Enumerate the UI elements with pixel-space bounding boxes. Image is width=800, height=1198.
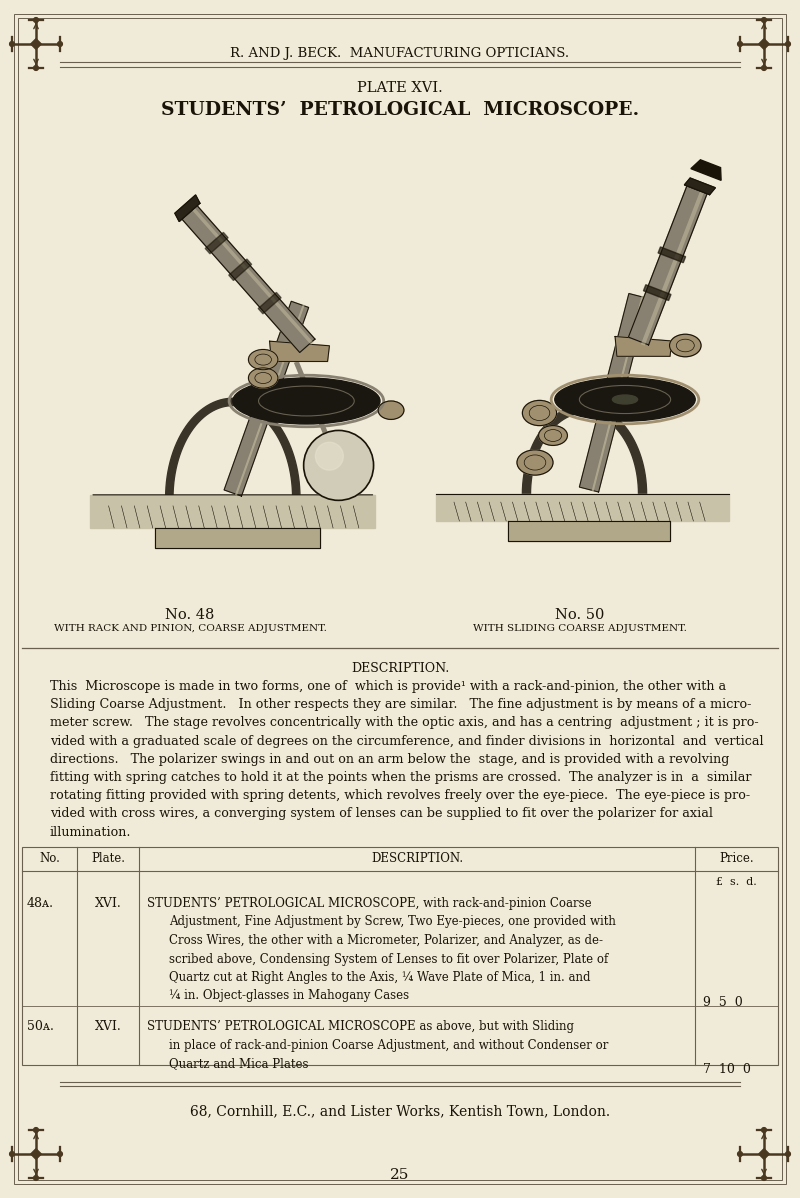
Circle shape — [34, 1127, 38, 1132]
Text: DESCRIPTION.: DESCRIPTION. — [371, 853, 463, 865]
Polygon shape — [30, 1149, 42, 1160]
Text: scribed above, Condensing System of Lenses to fit over Polarizer, Plate of: scribed above, Condensing System of Lens… — [169, 952, 609, 966]
Circle shape — [58, 42, 62, 47]
Polygon shape — [522, 405, 646, 494]
Text: No. 48: No. 48 — [166, 609, 214, 622]
Text: STUDENTS’ PETROLOGICAL MICROSCOPE, with rack-and-pinion Coarse: STUDENTS’ PETROLOGICAL MICROSCOPE, with … — [147, 897, 592, 910]
Circle shape — [34, 66, 38, 71]
Text: PLATE XVI.: PLATE XVI. — [357, 81, 443, 95]
Ellipse shape — [233, 379, 380, 424]
Circle shape — [762, 1175, 766, 1180]
Ellipse shape — [517, 450, 553, 476]
Polygon shape — [579, 294, 648, 492]
Polygon shape — [258, 292, 281, 314]
Ellipse shape — [249, 350, 278, 370]
Text: fitting with spring catches to hold it at the points when the prisms are crossed: fitting with spring catches to hold it a… — [50, 772, 751, 783]
Polygon shape — [175, 195, 200, 222]
Text: £  s.  d.: £ s. d. — [716, 877, 757, 887]
Polygon shape — [270, 341, 330, 362]
Circle shape — [762, 1127, 766, 1132]
Circle shape — [738, 1151, 742, 1156]
Text: Plate.: Plate. — [91, 853, 125, 865]
Text: ¼ in. Object-glasses in Mahogany Cases: ¼ in. Object-glasses in Mahogany Cases — [169, 990, 410, 1003]
Polygon shape — [154, 528, 320, 549]
Circle shape — [786, 1151, 790, 1156]
Circle shape — [762, 66, 766, 71]
Text: vided with a graduated scale of degrees on the circumference, and finder divisio: vided with a graduated scale of degrees … — [50, 734, 764, 748]
Text: Quartz and Mica Plates: Quartz and Mica Plates — [169, 1057, 309, 1070]
Text: illumination.: illumination. — [50, 825, 131, 839]
Text: meter screw.   The stage revolves concentrically with the optic axis, and has a : meter screw. The stage revolves concentr… — [50, 716, 758, 730]
Polygon shape — [758, 38, 770, 49]
Ellipse shape — [613, 395, 638, 404]
Circle shape — [10, 1151, 14, 1156]
Text: No. 50: No. 50 — [555, 609, 605, 622]
Text: 25: 25 — [390, 1168, 410, 1182]
Polygon shape — [205, 232, 228, 254]
Ellipse shape — [378, 401, 404, 419]
Polygon shape — [508, 521, 670, 540]
Polygon shape — [691, 159, 721, 181]
Ellipse shape — [522, 400, 557, 425]
Text: 50ᴀ.: 50ᴀ. — [27, 1019, 54, 1033]
Ellipse shape — [249, 368, 278, 388]
Text: No.: No. — [39, 853, 60, 865]
Circle shape — [58, 1151, 62, 1156]
Text: R. AND J. BECK.  MANUFACTURING OPTICIANS.: R. AND J. BECK. MANUFACTURING OPTICIANS. — [230, 48, 570, 61]
Text: Price.: Price. — [719, 853, 754, 865]
Text: WITH SLIDING COARSE ADJUSTMENT.: WITH SLIDING COARSE ADJUSTMENT. — [473, 624, 687, 633]
Circle shape — [34, 1175, 38, 1180]
Polygon shape — [436, 494, 729, 521]
Circle shape — [10, 42, 14, 47]
Polygon shape — [30, 38, 42, 49]
Circle shape — [738, 42, 742, 47]
Text: Cross Wires, the other with a Micrometer, Polarizer, and Analyzer, as de-: Cross Wires, the other with a Micrometer… — [169, 934, 603, 946]
Polygon shape — [643, 285, 671, 301]
Ellipse shape — [670, 334, 701, 357]
Polygon shape — [166, 398, 300, 497]
Circle shape — [762, 18, 766, 23]
Circle shape — [34, 18, 38, 23]
Ellipse shape — [315, 442, 343, 470]
Polygon shape — [685, 179, 715, 194]
Text: DESCRIPTION.: DESCRIPTION. — [351, 662, 449, 674]
Text: This  Microscope is made in two forms, one of  which is provide¹ with a rack-and: This Microscope is made in two forms, on… — [50, 680, 726, 692]
Text: Adjustment, Fine Adjustment by Screw, Two Eye-pieces, one provided with: Adjustment, Fine Adjustment by Screw, Tw… — [169, 915, 616, 928]
Text: 9  5  0: 9 5 0 — [703, 996, 742, 1009]
Text: STUDENTS’  PETROLOGICAL  MICROSCOPE.: STUDENTS’ PETROLOGICAL MICROSCOPE. — [161, 101, 639, 119]
Text: XVI.: XVI. — [95, 897, 122, 910]
Bar — [22, 847, 778, 1065]
Polygon shape — [182, 206, 315, 352]
Text: XVI.: XVI. — [95, 1019, 122, 1033]
Text: in place of rack-and-pinion Coarse Adjustment, and without Condenser or: in place of rack-and-pinion Coarse Adjus… — [169, 1039, 609, 1052]
Ellipse shape — [538, 425, 567, 446]
Text: 48ᴀ.: 48ᴀ. — [27, 897, 54, 910]
Text: 7  10  0: 7 10 0 — [703, 1063, 750, 1076]
Polygon shape — [90, 495, 375, 528]
Polygon shape — [658, 247, 686, 262]
Text: vided with cross wires, a converging system of lenses can be supplied to fit ove: vided with cross wires, a converging sys… — [50, 807, 713, 821]
Text: rotating fitting provided with spring detents, which revolves freely over the ey: rotating fitting provided with spring de… — [50, 789, 750, 803]
Ellipse shape — [304, 430, 374, 501]
Polygon shape — [615, 337, 672, 356]
Text: WITH RACK AND PINION, COARSE ADJUSTMENT.: WITH RACK AND PINION, COARSE ADJUSTMENT. — [54, 624, 326, 633]
Polygon shape — [224, 302, 309, 496]
Text: Sliding Coarse Adjustment.   In other respects they are similar.   The fine adju: Sliding Coarse Adjustment. In other resp… — [50, 698, 751, 712]
Text: STUDENTS’ PETROLOGICAL MICROSCOPE as above, but with Sliding: STUDENTS’ PETROLOGICAL MICROSCOPE as abo… — [147, 1019, 574, 1033]
Polygon shape — [229, 259, 252, 280]
Ellipse shape — [555, 377, 695, 422]
Circle shape — [786, 42, 790, 47]
Text: directions.   The polarizer swings in and out on an arm below the  stage, and is: directions. The polarizer swings in and … — [50, 752, 730, 766]
Text: 68, Cornhill, E.C., and Lister Works, Kentish Town, London.: 68, Cornhill, E.C., and Lister Works, Ke… — [190, 1105, 610, 1118]
Polygon shape — [629, 186, 707, 345]
Polygon shape — [758, 1149, 770, 1160]
Text: Quartz cut at Right Angles to the Axis, ¼ Wave Plate of Mica, 1 in. and: Quartz cut at Right Angles to the Axis, … — [169, 972, 590, 984]
